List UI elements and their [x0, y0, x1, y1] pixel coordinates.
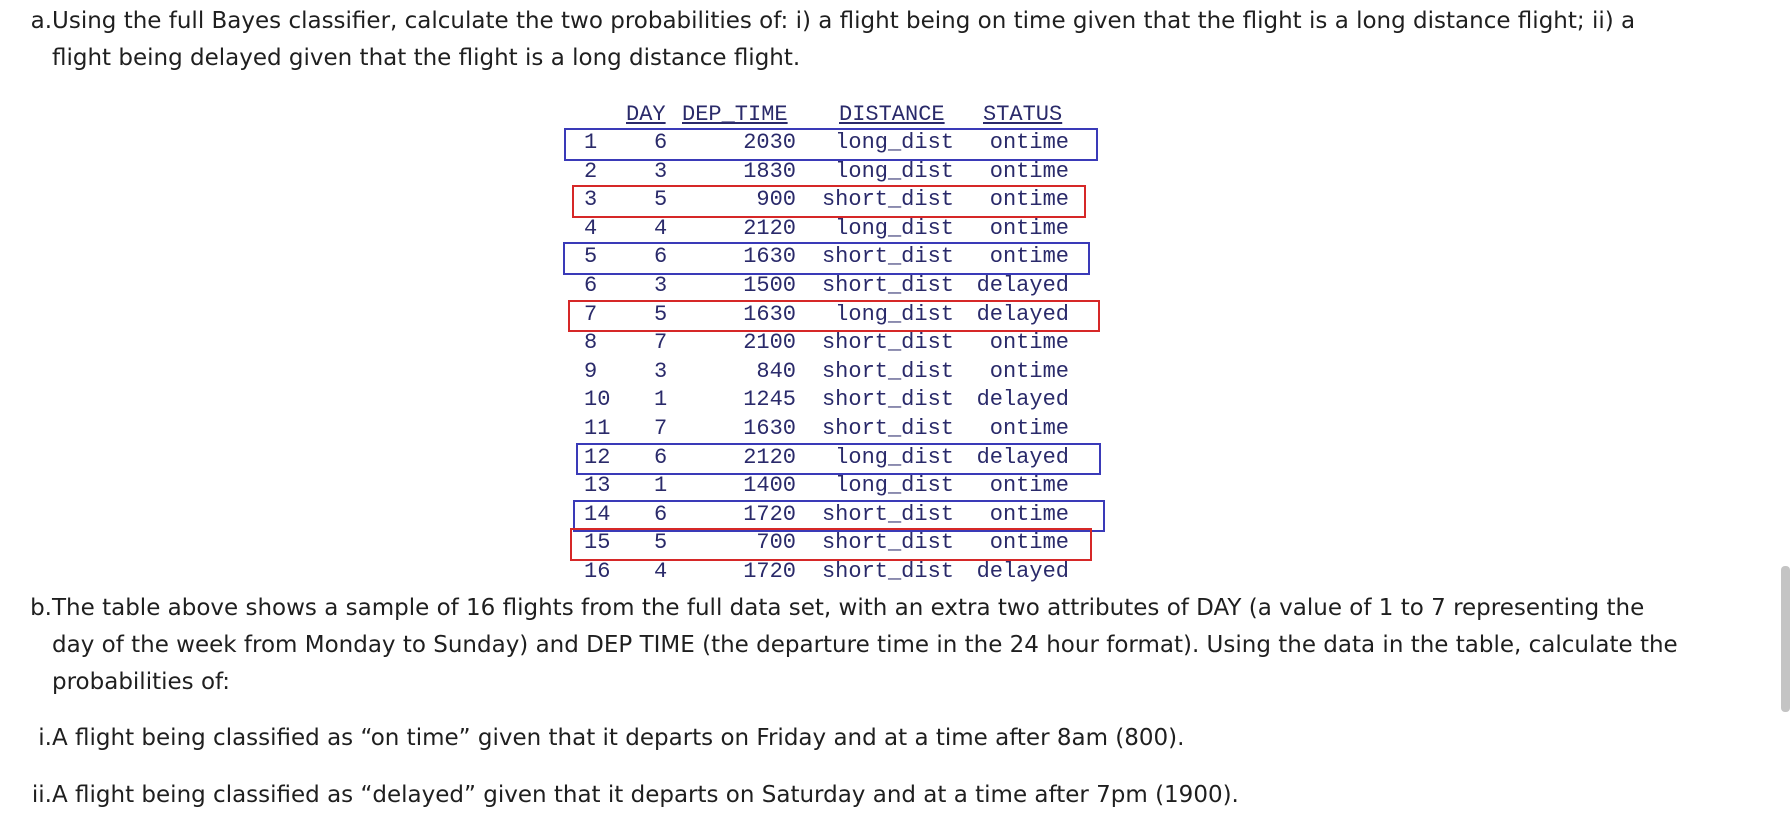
row-number: 10 — [584, 387, 611, 413]
cell-day: 4 — [654, 215, 668, 241]
cell-day: 3 — [654, 358, 668, 384]
cell-status: ontime — [989, 330, 1069, 356]
blue-highlight-box — [576, 442, 1101, 476]
question-b-marker: b. — [30, 595, 52, 621]
table-header-day: DAY — [626, 102, 666, 127]
cell-distance: long_dist — [835, 158, 954, 184]
cell-day: 3 — [654, 158, 668, 184]
row-number: 16 — [584, 559, 611, 584]
cell-day: 1 — [654, 473, 668, 499]
cell-status: delayed — [976, 559, 1069, 584]
red-highlight-box — [572, 185, 1086, 218]
cell-distance: short_dist — [821, 273, 954, 298]
question-b-item-ii: ii. A flight being classified as “delaye… — [24, 777, 1684, 814]
item-ii-text: A flight being classified as “delayed” g… — [52, 782, 1239, 808]
cell-day: 4 — [654, 559, 668, 584]
question-a: a. Using the full Bayes classifier, calc… — [24, 3, 1684, 77]
cell-day: 7 — [654, 330, 668, 356]
cell-dep-time: 2100 — [743, 330, 796, 356]
cell-dep-time: 1830 — [743, 158, 796, 184]
flight-data-table: DAY DEP_TIME DISTANCE STATUS 1 6 2030 long_dist… — [560, 100, 1120, 590]
row-number: 11 — [584, 416, 611, 441]
red-highlight-box — [568, 299, 1100, 333]
cell-dep-time: 1500 — [743, 273, 796, 298]
scrollbar-thumb[interactable] — [1781, 566, 1790, 712]
red-highlight-box — [570, 528, 1092, 561]
cell-distance: short_dist — [821, 387, 954, 413]
blue-highlight-box — [564, 128, 1098, 161]
item-ii-marker: ii. — [31, 782, 52, 808]
question-b-item-i: i. A flight being classified as “on time… — [24, 720, 1684, 757]
row-number: 6 — [584, 273, 598, 298]
cell-distance: short_dist — [821, 358, 954, 384]
cell-day: 7 — [654, 416, 668, 441]
row-number: 8 — [584, 330, 598, 356]
cell-status: ontime — [989, 416, 1069, 441]
cell-dep-time: 1630 — [743, 416, 796, 441]
page-scrollbar[interactable] — [1778, 0, 1792, 829]
blue-highlight-box — [573, 499, 1105, 533]
cell-status: ontime — [989, 158, 1069, 184]
cell-status: ontime — [989, 215, 1069, 241]
question-a-marker: a. — [30, 8, 52, 34]
item-i-marker: i. — [38, 725, 52, 751]
table-header-distance: DISTANCE — [839, 102, 945, 127]
row-number: 13 — [584, 473, 611, 499]
cell-distance: long_dist — [835, 473, 954, 499]
cell-day: 3 — [654, 273, 668, 298]
table-header-status: STATUS — [983, 102, 1063, 127]
row-number: 4 — [584, 215, 598, 241]
table-header-dep-time: DEP_TIME — [682, 102, 788, 127]
question-b-text: The table above shows a sample of 16 fli… — [52, 595, 1678, 695]
cell-dep-time: 1400 — [743, 473, 796, 499]
cell-status: ontime — [989, 473, 1069, 499]
row-number: 9 — [584, 358, 598, 384]
cell-status: ontime — [989, 358, 1069, 384]
cell-dep-time: 1720 — [743, 559, 796, 584]
item-i-text: A flight being classified as “on time” g… — [52, 725, 1185, 751]
cell-dep-time: 840 — [756, 358, 796, 384]
cell-day: 1 — [654, 387, 668, 413]
blue-highlight-box — [563, 242, 1090, 275]
question-b: b. The table above shows a sample of 16 … — [24, 590, 1684, 701]
cell-status: delayed — [976, 387, 1069, 413]
question-a-text: Using the full Bayes classifier, calcula… — [52, 8, 1636, 71]
cell-distance: short_dist — [821, 330, 954, 356]
cell-status: delayed — [976, 273, 1069, 298]
cell-dep-time: 2120 — [743, 215, 796, 241]
cell-distance: long_dist — [835, 215, 954, 241]
row-number: 2 — [584, 158, 598, 184]
cell-distance: short_dist — [821, 559, 954, 584]
cell-distance: short_dist — [821, 416, 954, 441]
cell-dep-time: 1245 — [743, 387, 796, 413]
